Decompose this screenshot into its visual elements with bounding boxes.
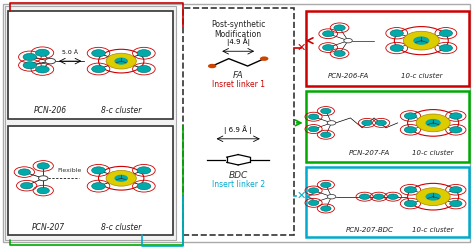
FancyBboxPatch shape: [182, 8, 294, 235]
Circle shape: [450, 200, 462, 207]
Text: 10-c cluster: 10-c cluster: [412, 150, 454, 156]
Circle shape: [439, 45, 453, 52]
Text: 10-c cluster: 10-c cluster: [401, 73, 442, 79]
Text: ✕: ✕: [297, 190, 306, 201]
FancyBboxPatch shape: [306, 167, 469, 237]
Text: |4.9 Å|: |4.9 Å|: [227, 38, 250, 46]
Text: | 6.9 Å |: | 6.9 Å |: [224, 125, 252, 134]
FancyBboxPatch shape: [3, 4, 470, 242]
Circle shape: [309, 126, 319, 132]
Circle shape: [344, 38, 352, 43]
Circle shape: [388, 194, 398, 199]
Text: FA: FA: [233, 71, 244, 80]
Circle shape: [114, 175, 128, 182]
Circle shape: [20, 183, 33, 189]
Circle shape: [322, 31, 334, 37]
Circle shape: [426, 119, 441, 127]
Circle shape: [416, 188, 450, 206]
Circle shape: [320, 182, 331, 187]
Text: 8-c cluster: 8-c cluster: [101, 223, 141, 232]
Circle shape: [37, 187, 49, 194]
Circle shape: [334, 51, 345, 57]
Text: PCN-207-FA: PCN-207-FA: [349, 150, 390, 156]
Circle shape: [359, 194, 370, 199]
Circle shape: [404, 113, 417, 119]
Circle shape: [362, 120, 372, 125]
FancyBboxPatch shape: [8, 126, 173, 235]
Circle shape: [403, 31, 439, 50]
FancyBboxPatch shape: [5, 6, 175, 240]
Circle shape: [309, 200, 319, 206]
Circle shape: [416, 114, 450, 132]
Circle shape: [36, 49, 49, 56]
Circle shape: [376, 120, 386, 125]
Text: BDC: BDC: [228, 171, 248, 180]
Text: 8-c cluster: 8-c cluster: [101, 106, 141, 115]
Circle shape: [322, 45, 334, 51]
Text: PCN-206-FA: PCN-206-FA: [328, 73, 369, 79]
Text: PCN-207-BDC: PCN-207-BDC: [346, 227, 393, 233]
Text: Flexible: Flexible: [57, 168, 82, 173]
Circle shape: [91, 50, 105, 57]
Circle shape: [327, 194, 336, 199]
Circle shape: [137, 65, 151, 73]
Circle shape: [91, 65, 105, 73]
Circle shape: [450, 126, 462, 133]
Circle shape: [390, 30, 403, 37]
Circle shape: [45, 58, 55, 64]
Circle shape: [309, 114, 319, 120]
Circle shape: [23, 62, 37, 69]
Circle shape: [137, 183, 151, 190]
Circle shape: [450, 186, 462, 193]
Circle shape: [439, 30, 453, 37]
FancyBboxPatch shape: [306, 11, 469, 86]
Text: PCN-206: PCN-206: [34, 106, 67, 115]
Text: Insret linker 1: Insret linker 1: [212, 80, 264, 89]
Text: Post-synthetic: Post-synthetic: [211, 20, 265, 29]
Circle shape: [426, 193, 441, 201]
Circle shape: [374, 194, 384, 199]
Circle shape: [208, 64, 217, 68]
Circle shape: [390, 45, 403, 52]
Circle shape: [334, 25, 345, 31]
Circle shape: [450, 113, 462, 119]
Circle shape: [37, 163, 49, 169]
Circle shape: [404, 126, 417, 133]
Circle shape: [137, 50, 151, 57]
Circle shape: [137, 167, 151, 174]
Circle shape: [106, 53, 137, 69]
Text: 5.0 Å: 5.0 Å: [62, 50, 78, 55]
Circle shape: [309, 188, 319, 193]
FancyBboxPatch shape: [306, 91, 469, 162]
Circle shape: [413, 36, 429, 45]
Circle shape: [404, 186, 417, 193]
Text: Insert linker 2: Insert linker 2: [211, 180, 265, 189]
Text: Modification: Modification: [215, 30, 262, 39]
Circle shape: [260, 57, 268, 61]
Circle shape: [91, 167, 105, 174]
Circle shape: [320, 132, 331, 137]
Circle shape: [36, 66, 49, 73]
Text: ✕: ✕: [297, 43, 306, 53]
Circle shape: [38, 176, 48, 181]
Text: 10-c cluster: 10-c cluster: [412, 227, 454, 233]
Circle shape: [23, 53, 37, 61]
Circle shape: [106, 170, 137, 186]
Circle shape: [404, 200, 417, 207]
Text: PCN-207: PCN-207: [31, 223, 64, 232]
Circle shape: [91, 183, 105, 190]
Circle shape: [320, 206, 331, 211]
Circle shape: [114, 58, 128, 65]
Circle shape: [18, 169, 30, 175]
Circle shape: [327, 121, 336, 125]
FancyBboxPatch shape: [8, 11, 173, 119]
Circle shape: [320, 108, 331, 114]
